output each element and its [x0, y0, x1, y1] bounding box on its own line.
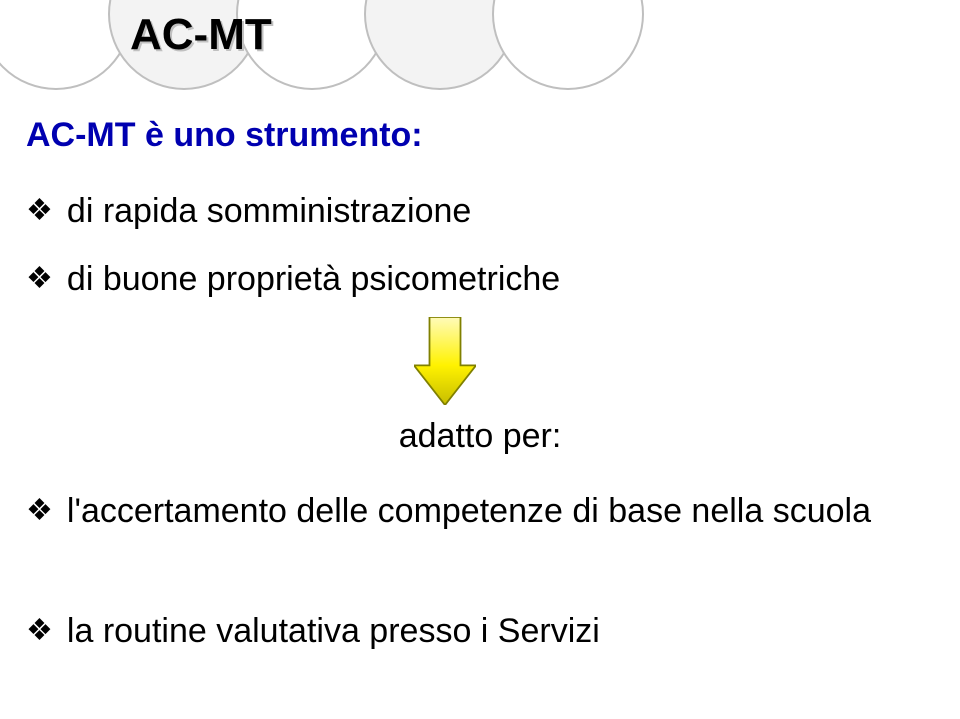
bullet-item: ❖ la routine valutativa presso i Servizi [26, 610, 600, 653]
subtitle: AC-MT è uno strumento: [26, 116, 423, 155]
bullet-glyph-icon: ❖ [26, 616, 53, 646]
bullet-text: di buone proprietà psicometriche [67, 258, 560, 301]
decorative-circle [492, 0, 644, 90]
bullet-text: la routine valutativa presso i Servizi [67, 610, 600, 653]
bullet-glyph-icon: ❖ [26, 196, 53, 226]
bullet-text: di rapida somministrazione [67, 190, 471, 233]
decorative-circles-row [0, 0, 644, 90]
bullet-item: ❖ di buone proprietà psicometriche [26, 258, 560, 301]
bullet-item: ❖ di rapida somministrazione [26, 190, 471, 233]
page-title: AC-MT [130, 10, 272, 60]
bullet-item: ❖ l'accertamento delle competenze di base… [26, 490, 926, 533]
bullet-text: l'accertamento delle competenze di base … [67, 490, 871, 533]
bullet-glyph-icon: ❖ [26, 496, 53, 526]
bullet-glyph-icon: ❖ [26, 264, 53, 294]
adatto-per-label: adatto per: [0, 417, 960, 456]
slide: AC-MT AC-MT è uno strumento: ❖ di rapida … [0, 0, 960, 719]
down-arrow-icon [414, 317, 476, 405]
